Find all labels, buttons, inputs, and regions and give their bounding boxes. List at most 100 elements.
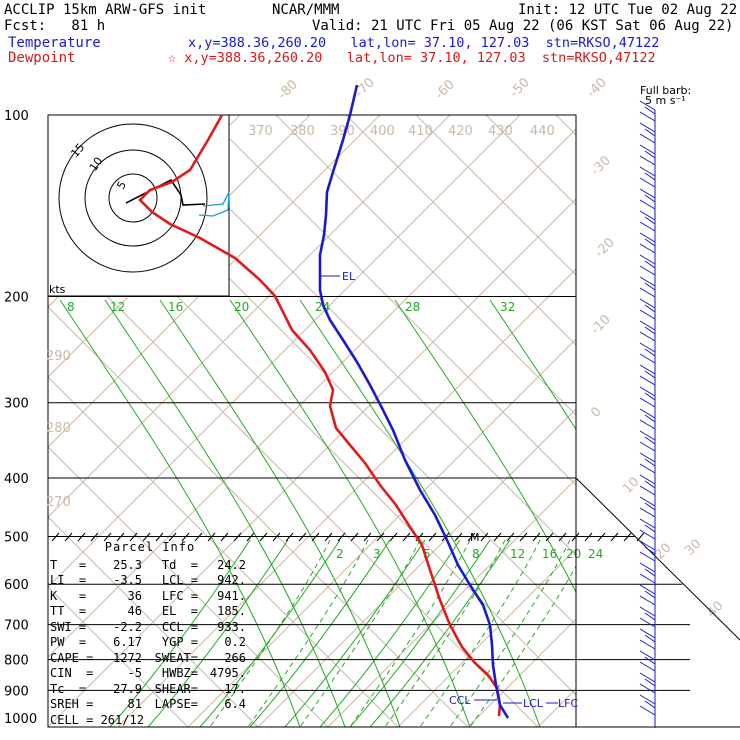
isotherm-line (187, 338, 576, 727)
mixing-ratio-label: 20 (566, 547, 581, 561)
isotherm-label: -40 (584, 75, 610, 101)
isotherm-line (48, 128, 576, 658)
hodo-trace-low (198, 191, 230, 217)
parcel-info-cell: 46 (127, 604, 142, 618)
mixing-ratio-label: 32 (500, 300, 515, 314)
isotherm-label: -50 (507, 75, 533, 101)
mixing-ratio-label: 2 (336, 547, 344, 561)
isotherm-line (48, 115, 521, 588)
dry-adiabat-line (598, 87, 740, 727)
lcl-label: LCL (523, 697, 544, 710)
mixing-ratio-label: 28 (405, 300, 420, 314)
ccl-label: CCL (449, 694, 471, 707)
isotherm-label: 0 (588, 404, 604, 420)
isotherm-label: 20 (652, 541, 674, 563)
pressure-label: 900 (4, 684, 29, 699)
parcel-info-cell: 0.2 (224, 635, 246, 649)
parcel-info-cell: 941. (217, 588, 246, 603)
temperature-profile (318, 84, 510, 719)
hodo-units: kts (49, 283, 66, 296)
mixing-ratio-label: 5 (423, 547, 431, 561)
isotherm-label: -60 (432, 77, 458, 103)
dry-adiabat-line (668, 87, 740, 727)
parcel-info-cell: 1272 (113, 650, 142, 665)
parcel-info-cell: EL = (161, 604, 198, 618)
parcel-info-cell: -3.5 (113, 573, 142, 587)
theta-label: 430 (488, 124, 513, 139)
theta-label: 280 (46, 421, 71, 436)
theta-label: 290 (46, 349, 71, 364)
parcel-info-cell: Td = (161, 557, 198, 572)
barb-legend-units: 5 m s⁻¹ (645, 94, 686, 107)
parcel-info-row: CIN = -5 HWBZ= 4795. (50, 666, 250, 682)
parcel-info-cell: 6.4 (224, 697, 246, 711)
dewpoint-profile (138, 114, 502, 717)
theta-labels: 370 380 390 400 410 420 430 440 290 280 270 (46, 124, 555, 510)
parcel-info-row: Tc = 27.9 SHEAR= 17. (50, 682, 250, 698)
parcel-info-cell: SHEAR= (154, 681, 198, 696)
parcel-info-cell: CAPE = (50, 650, 94, 665)
parcel-info-cell: LCL = (161, 573, 198, 587)
forecast-hour: Fcst: 81 h (4, 18, 106, 34)
parcel-info-cell: YGP = (161, 635, 198, 649)
parcel-info-row: T = 25.3 Td = 24.2 (50, 558, 250, 574)
isotherm-line (608, 87, 740, 727)
temperature-legend: Temperature (8, 35, 101, 51)
parcel-info-row: LI = -3.5 LCL = 942. (50, 573, 250, 589)
dry-adiabat-line (48, 376, 399, 727)
parcel-info-title: Parcel Info (104, 540, 196, 554)
dewpoint-station-info: ☆ x,y=388.36,260.20 lat,lon= 37.10, 127.… (168, 50, 656, 66)
theta-label: 440 (530, 124, 555, 139)
parcel-info-cell: PW = (50, 635, 87, 649)
parcel-info-cell: 4795. (209, 666, 246, 680)
isotherm-line (48, 115, 311, 378)
pressure-label: 400 (4, 472, 29, 487)
pressure-label: 500 (4, 530, 29, 545)
mixing-ratio-label: 12 (510, 547, 525, 561)
dry-adiabat-line (555, 115, 576, 136)
theta-label: 410 (408, 124, 433, 139)
center-label: NCAR/MMM (272, 2, 340, 18)
parcel-info-cell: 266 (224, 650, 246, 665)
parcel-info-row: CAPE = 1272 SWEAT= 266 (50, 651, 250, 667)
isotherm-label: -30 (588, 153, 614, 179)
pressure-label: 300 (4, 397, 29, 412)
isotherm-line (117, 268, 576, 727)
parcel-info-cell: HWBZ= (161, 666, 198, 680)
pressure-label: 100 (4, 109, 29, 124)
m-label: M (470, 531, 480, 544)
dry-adiabat-line (275, 115, 576, 416)
parcel-info-cell: 6.17 (113, 635, 142, 649)
parcel-info-row: SREH = 81 LAPSE= 6.4 (50, 697, 250, 713)
parcel-info-cell: 27.9 (113, 681, 142, 696)
mixing-ratio-label: 20 (234, 300, 249, 314)
theta-label: 370 (248, 124, 273, 139)
parcel-info-cell: SWEAT= (154, 650, 198, 665)
parcel-info-cell: TT = (50, 604, 87, 618)
parcel-info-cell: 25.3 (113, 557, 142, 572)
parcel-info-cell: 185. (217, 604, 246, 618)
lfc-label: LFC (558, 697, 578, 710)
pressure-label: 1000 (4, 712, 37, 727)
isotherm-line (257, 408, 576, 727)
theta-label: 400 (370, 124, 395, 139)
hodo-ring-15 (58, 123, 208, 273)
parcel-info-cell: LAPSE= (154, 697, 198, 711)
parcel-info-cell: LI = (50, 573, 87, 587)
isotherm-label: 10 (620, 475, 642, 497)
parcel-info-cell: -5 (127, 666, 142, 680)
mixing-ratio-label: 24 (588, 547, 603, 561)
dry-adiabat-line (48, 446, 329, 727)
parcel-info-row: PW = 6.17 YGP = 0.2 (50, 635, 250, 651)
isotherm-label: 30 (682, 537, 704, 559)
el-label: EL (342, 270, 356, 283)
isotherm-line (467, 618, 576, 727)
parcel-info-row: TT = 46 EL = 185. (50, 604, 250, 620)
mixing-ratio-label: 16 (542, 547, 557, 561)
isotherm-line (397, 548, 576, 727)
hodo-ring-5 (108, 173, 158, 223)
isotherm-line (48, 115, 451, 518)
pressure-label: 700 (4, 619, 29, 634)
isotherm-label: -80 (275, 77, 301, 103)
isotherm-line (48, 115, 381, 448)
